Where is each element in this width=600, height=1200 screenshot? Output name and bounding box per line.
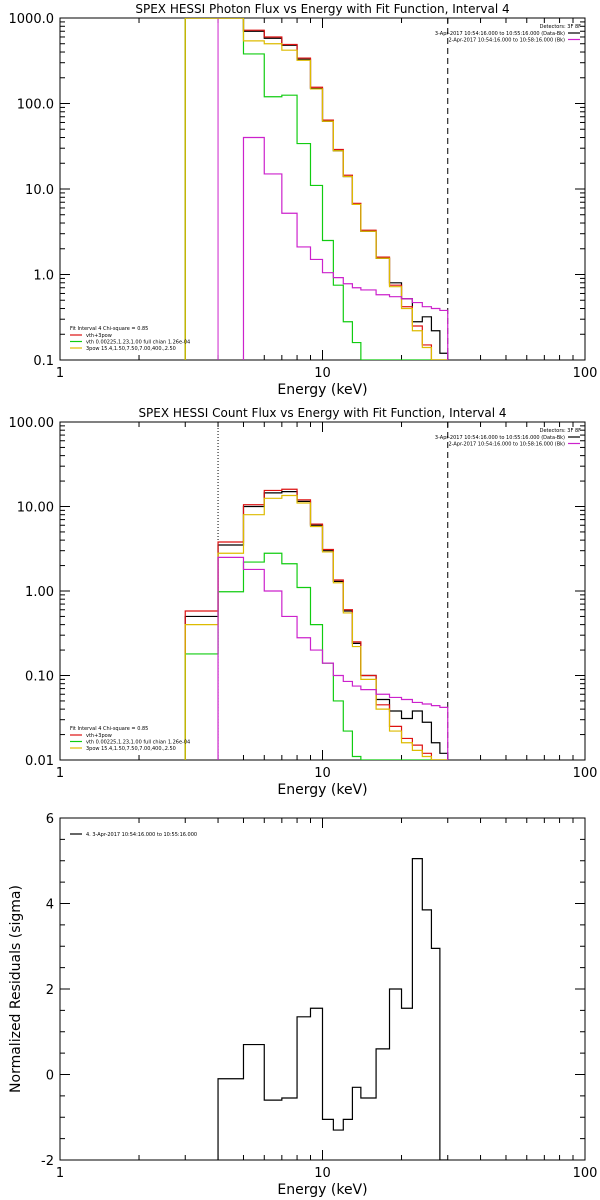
y-tick-label: 1.0 <box>33 269 54 284</box>
y-tick-label: 100.00 <box>9 416 55 431</box>
x-axis: 1 10 100 Energy (keV) <box>56 18 598 398</box>
series-green <box>184 552 448 760</box>
y-axis: -2 0 2 4 6 Normalized Residuals (sigma) <box>8 812 585 1169</box>
legend-entry: 3pow 15.4,1.50,7.50,7.00,400.,2.50 <box>86 746 176 752</box>
y-tick-label: 10.00 <box>17 501 54 516</box>
legend-entry: 3pow 15.4,1.50,7.50,7.00,400.,2.50 <box>86 346 176 352</box>
legend-header: Detectors: 3F 8F <box>540 24 581 30</box>
x-axis-label: Energy (keV) <box>277 382 367 398</box>
series-black <box>184 491 449 760</box>
y-tick-label: 0 <box>46 1069 54 1084</box>
y-tick-label: 1000.0 <box>9 12 55 27</box>
legend-entry: 2-Apr-2017 10:54:16.000 to 10:58:16.000 … <box>448 442 565 448</box>
x-tick-label: 1 <box>56 1166 64 1181</box>
y-tick-label: 2 <box>46 983 54 998</box>
series-yellow <box>184 494 448 760</box>
legend-header: Detectors: 3F 8F <box>540 428 581 434</box>
x-tick-label: 10 <box>314 1166 331 1181</box>
legend-top: Detectors: 3F 8F3-Apr-2017 10:54:16.000 … <box>435 428 581 448</box>
x-tick-label: 10 <box>314 366 331 381</box>
chart-2: SPEX HESSI Count Flux vs Energy with Fit… <box>9 406 598 798</box>
series-black <box>217 858 448 1160</box>
x-tick-label: 1 <box>56 366 64 381</box>
y-tick-label: -2 <box>41 1154 54 1169</box>
x-tick-label: 10 <box>314 766 331 781</box>
legend: 4. 3-Apr-2017 10:54:16.000 to 10:55:16.0… <box>70 832 197 838</box>
x-axis-label: Energy (keV) <box>277 782 367 798</box>
legend-entry: 4. 3-Apr-2017 10:54:16.000 to 10:55:16.0… <box>86 832 197 838</box>
legend-entry: vth 0.00225,1.23,1.00 full chian 1.26e-0… <box>86 340 190 346</box>
legend-header: Fit Interval 4 Chi-square = 0.85 <box>70 326 148 332</box>
series-group <box>184 18 449 360</box>
y-axis: 0.1 1.0 10.0 100.0 1000.0 <box>9 12 585 369</box>
chart-3: 1 10 100 Energy (keV) -2 0 2 4 6 Normalized Resid… <box>8 812 597 1198</box>
legend-entry: vth 0.00225,1.23,1.00 full chian 1.26e-0… <box>86 740 190 746</box>
y-tick-label: 10.0 <box>25 183 54 198</box>
x-tick-label: 100 <box>573 766 598 781</box>
chart-1: SPEX HESSI Photon Flux vs Energy with Fi… <box>9 2 598 398</box>
x-axis: 1 10 100 Energy (keV) <box>56 818 598 1198</box>
x-tick-label: 1 <box>56 766 64 781</box>
y-tick-label: 4 <box>46 898 54 913</box>
series-yellow <box>184 18 448 360</box>
legend-bottom: Fit Interval 4 Chi-square = 0.85vth+3pow… <box>70 726 190 752</box>
y-tick-label: 0.1 <box>33 354 54 369</box>
x-tick-label: 100 <box>573 1166 598 1181</box>
y-tick-label: 1.00 <box>25 585 54 600</box>
series-group <box>217 858 448 1160</box>
legend-top: Detectors: 3F 8F3-Apr-2017 10:54:16.000 … <box>435 24 581 44</box>
legend-entry: vth+3pow <box>86 333 112 339</box>
series-magenta <box>217 556 449 760</box>
chart-title: SPEX HESSI Photon Flux vs Energy with Fi… <box>135 2 509 16</box>
series-green <box>184 18 448 360</box>
x-tick-label: 100 <box>573 366 598 381</box>
legend-entry: 3-Apr-2017 10:54:16.000 to 10:55:16.000 … <box>435 435 565 441</box>
y-axis: 0.01 0.10 1.00 10.00 100.00 <box>9 416 585 769</box>
y-axis-label: Normalized Residuals (sigma) <box>8 885 24 1093</box>
series-magenta <box>242 136 449 360</box>
legend-entry: 3-Apr-2017 10:54:16.000 to 10:55:16.000 … <box>435 31 565 37</box>
chart-title: SPEX HESSI Count Flux vs Energy with Fit… <box>138 406 506 420</box>
y-tick-label: 6 <box>46 812 54 827</box>
plot-frame <box>59 421 586 761</box>
legend-entry: 2-Apr-2017 10:54:16.000 to 10:58:16.000 … <box>448 38 565 44</box>
series-group <box>184 488 449 760</box>
x-axis-label: Energy (keV) <box>277 1182 367 1198</box>
x-axis: 1 10 100 Energy (keV) <box>56 422 598 798</box>
legend-header: Fit Interval 4 Chi-square = 0.85 <box>70 726 148 732</box>
y-tick-label: 0.10 <box>25 670 54 685</box>
legend-bottom: Fit Interval 4 Chi-square = 0.85vth+3pow… <box>70 326 190 352</box>
y-tick-label: 100.0 <box>17 98 54 113</box>
y-tick-label: 0.01 <box>25 754 54 769</box>
legend-entry: vth+3pow <box>86 733 112 739</box>
